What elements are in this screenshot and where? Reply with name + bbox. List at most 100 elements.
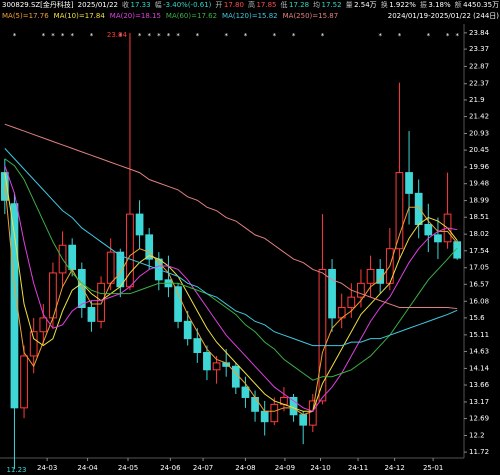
event-marker: * <box>273 32 277 40</box>
legend-name: MA(120) <box>222 12 252 20</box>
event-marker: * <box>398 32 402 40</box>
candle-body <box>328 268 336 319</box>
event-marker: * <box>13 32 17 40</box>
ma-line <box>4 148 458 347</box>
ma-line <box>4 172 458 412</box>
candle-body <box>193 338 202 353</box>
candle-body <box>270 403 279 423</box>
candle-body <box>366 268 375 284</box>
x-tick-label: 25-01 <box>423 464 443 472</box>
y-tick-label: 22.87 <box>469 62 489 70</box>
candle-body <box>251 396 259 412</box>
legend-sep: = <box>191 12 197 20</box>
legend-name: MA(250) <box>283 12 313 20</box>
candle-body <box>424 223 433 236</box>
quote-key: 幅 <box>155 0 162 9</box>
event-marker: * <box>147 32 151 40</box>
quote-header: 300829.SZ[金丹科技] 2025/01/22 收 17.33 幅 -3.40%(-… <box>2 0 499 9</box>
y-tick-label: 18.51 <box>469 213 489 221</box>
legend-sep: = <box>252 12 258 20</box>
y-tick-label: 13.66 <box>469 381 490 389</box>
y-tick-label: 12.69 <box>469 415 489 423</box>
candle-body <box>135 213 144 236</box>
event-marker: * <box>455 32 459 40</box>
event-marker: * <box>90 32 94 40</box>
candle-body <box>68 244 77 270</box>
legend-sep: = <box>135 12 141 20</box>
candle-body <box>20 355 28 409</box>
event-marker: * <box>446 32 450 40</box>
quote-value: 4450.35万 <box>463 1 499 9</box>
event-marker: * <box>70 32 74 40</box>
candle-body <box>10 203 19 409</box>
quote-key: 量 <box>346 1 353 9</box>
quote-key: 开 <box>215 1 222 9</box>
candle-body <box>376 268 385 284</box>
y-tick-label: 12.2 <box>469 432 485 440</box>
y-tick-label: 13.17 <box>469 398 489 406</box>
quote-key: 均 <box>313 0 320 9</box>
legend-sep: = <box>79 12 85 20</box>
event-marker: * <box>51 32 55 40</box>
x-tick-label: 24-09 <box>275 464 295 472</box>
quote-key: 收 <box>122 0 129 9</box>
quote-value: 17.52 <box>322 1 342 9</box>
y-tick-label: 17.54 <box>469 247 490 255</box>
event-marker: * <box>61 32 65 40</box>
event-marker: * <box>196 32 200 40</box>
quote-key: 低 <box>281 0 288 9</box>
event-marker: * <box>138 32 142 40</box>
legend-value: 17.62 <box>197 12 217 20</box>
candle-body <box>97 282 105 322</box>
quote-key: 额 <box>455 0 462 9</box>
y-tick-label: 23.84 <box>469 29 490 37</box>
candle-body <box>39 317 48 333</box>
candle-body <box>183 320 192 340</box>
x-tick-label: 24-10 <box>310 464 330 472</box>
x-tick-label: 24-07 <box>193 464 213 472</box>
quote-key: 换 <box>381 0 388 9</box>
candle-body <box>453 241 462 259</box>
candle-body <box>212 362 221 371</box>
x-tick-label: 24-11 <box>348 464 368 472</box>
candle-body <box>405 172 413 194</box>
x-tick-label: 24-12 <box>384 464 404 472</box>
event-marker: * <box>224 32 228 40</box>
legend-value: 17.76 <box>29 12 50 20</box>
legend-value: 15.82 <box>258 12 278 20</box>
quote-value: 1.922% <box>389 1 416 9</box>
y-tick-label: 15.11 <box>469 331 489 339</box>
min-label: 11.23 <box>6 466 26 474</box>
legend-name: MA(60) <box>166 12 191 20</box>
quote-value: 2025/01/22 <box>78 1 118 9</box>
event-marker: * <box>167 32 171 40</box>
y-tick-label: 17.05 <box>469 264 489 272</box>
y-tick-label: 23.37 <box>469 45 489 53</box>
event-marker: * <box>378 32 382 40</box>
legend-value: 17.84 <box>85 12 106 20</box>
candle-body <box>145 234 154 260</box>
quote-value: 3.18% <box>428 1 451 9</box>
x-tick-label: 24-08 <box>235 464 255 472</box>
y-tick-label: 20.93 <box>469 130 489 138</box>
event-marker: * <box>157 32 161 40</box>
candle-body <box>231 365 240 388</box>
event-marker: * <box>244 32 248 40</box>
candle-body <box>434 234 442 243</box>
candle-body <box>357 282 365 298</box>
y-tick-label: 14.63 <box>469 347 489 355</box>
quote-value: 2.54万 <box>354 1 377 9</box>
ma-line <box>4 158 458 381</box>
quote-value: 300829.SZ[金丹科技] <box>2 0 74 9</box>
date-range: 2024/01/19-2025/01/22 (244日) <box>388 12 500 20</box>
y-tick-label: 11.72 <box>469 448 489 456</box>
candle-body <box>289 396 298 416</box>
quote-value: 17.33 <box>131 1 151 9</box>
y-tick-label: 16.57 <box>469 280 489 288</box>
candle-body <box>347 296 356 309</box>
ma-legend: MA(5)=17.76 MA(10)=17.84 MA(20)=18.15 MA(60… <box>2 12 338 20</box>
candle-body <box>106 251 115 284</box>
event-marker: * <box>176 32 180 40</box>
y-tick-label: 16.08 <box>469 297 489 305</box>
